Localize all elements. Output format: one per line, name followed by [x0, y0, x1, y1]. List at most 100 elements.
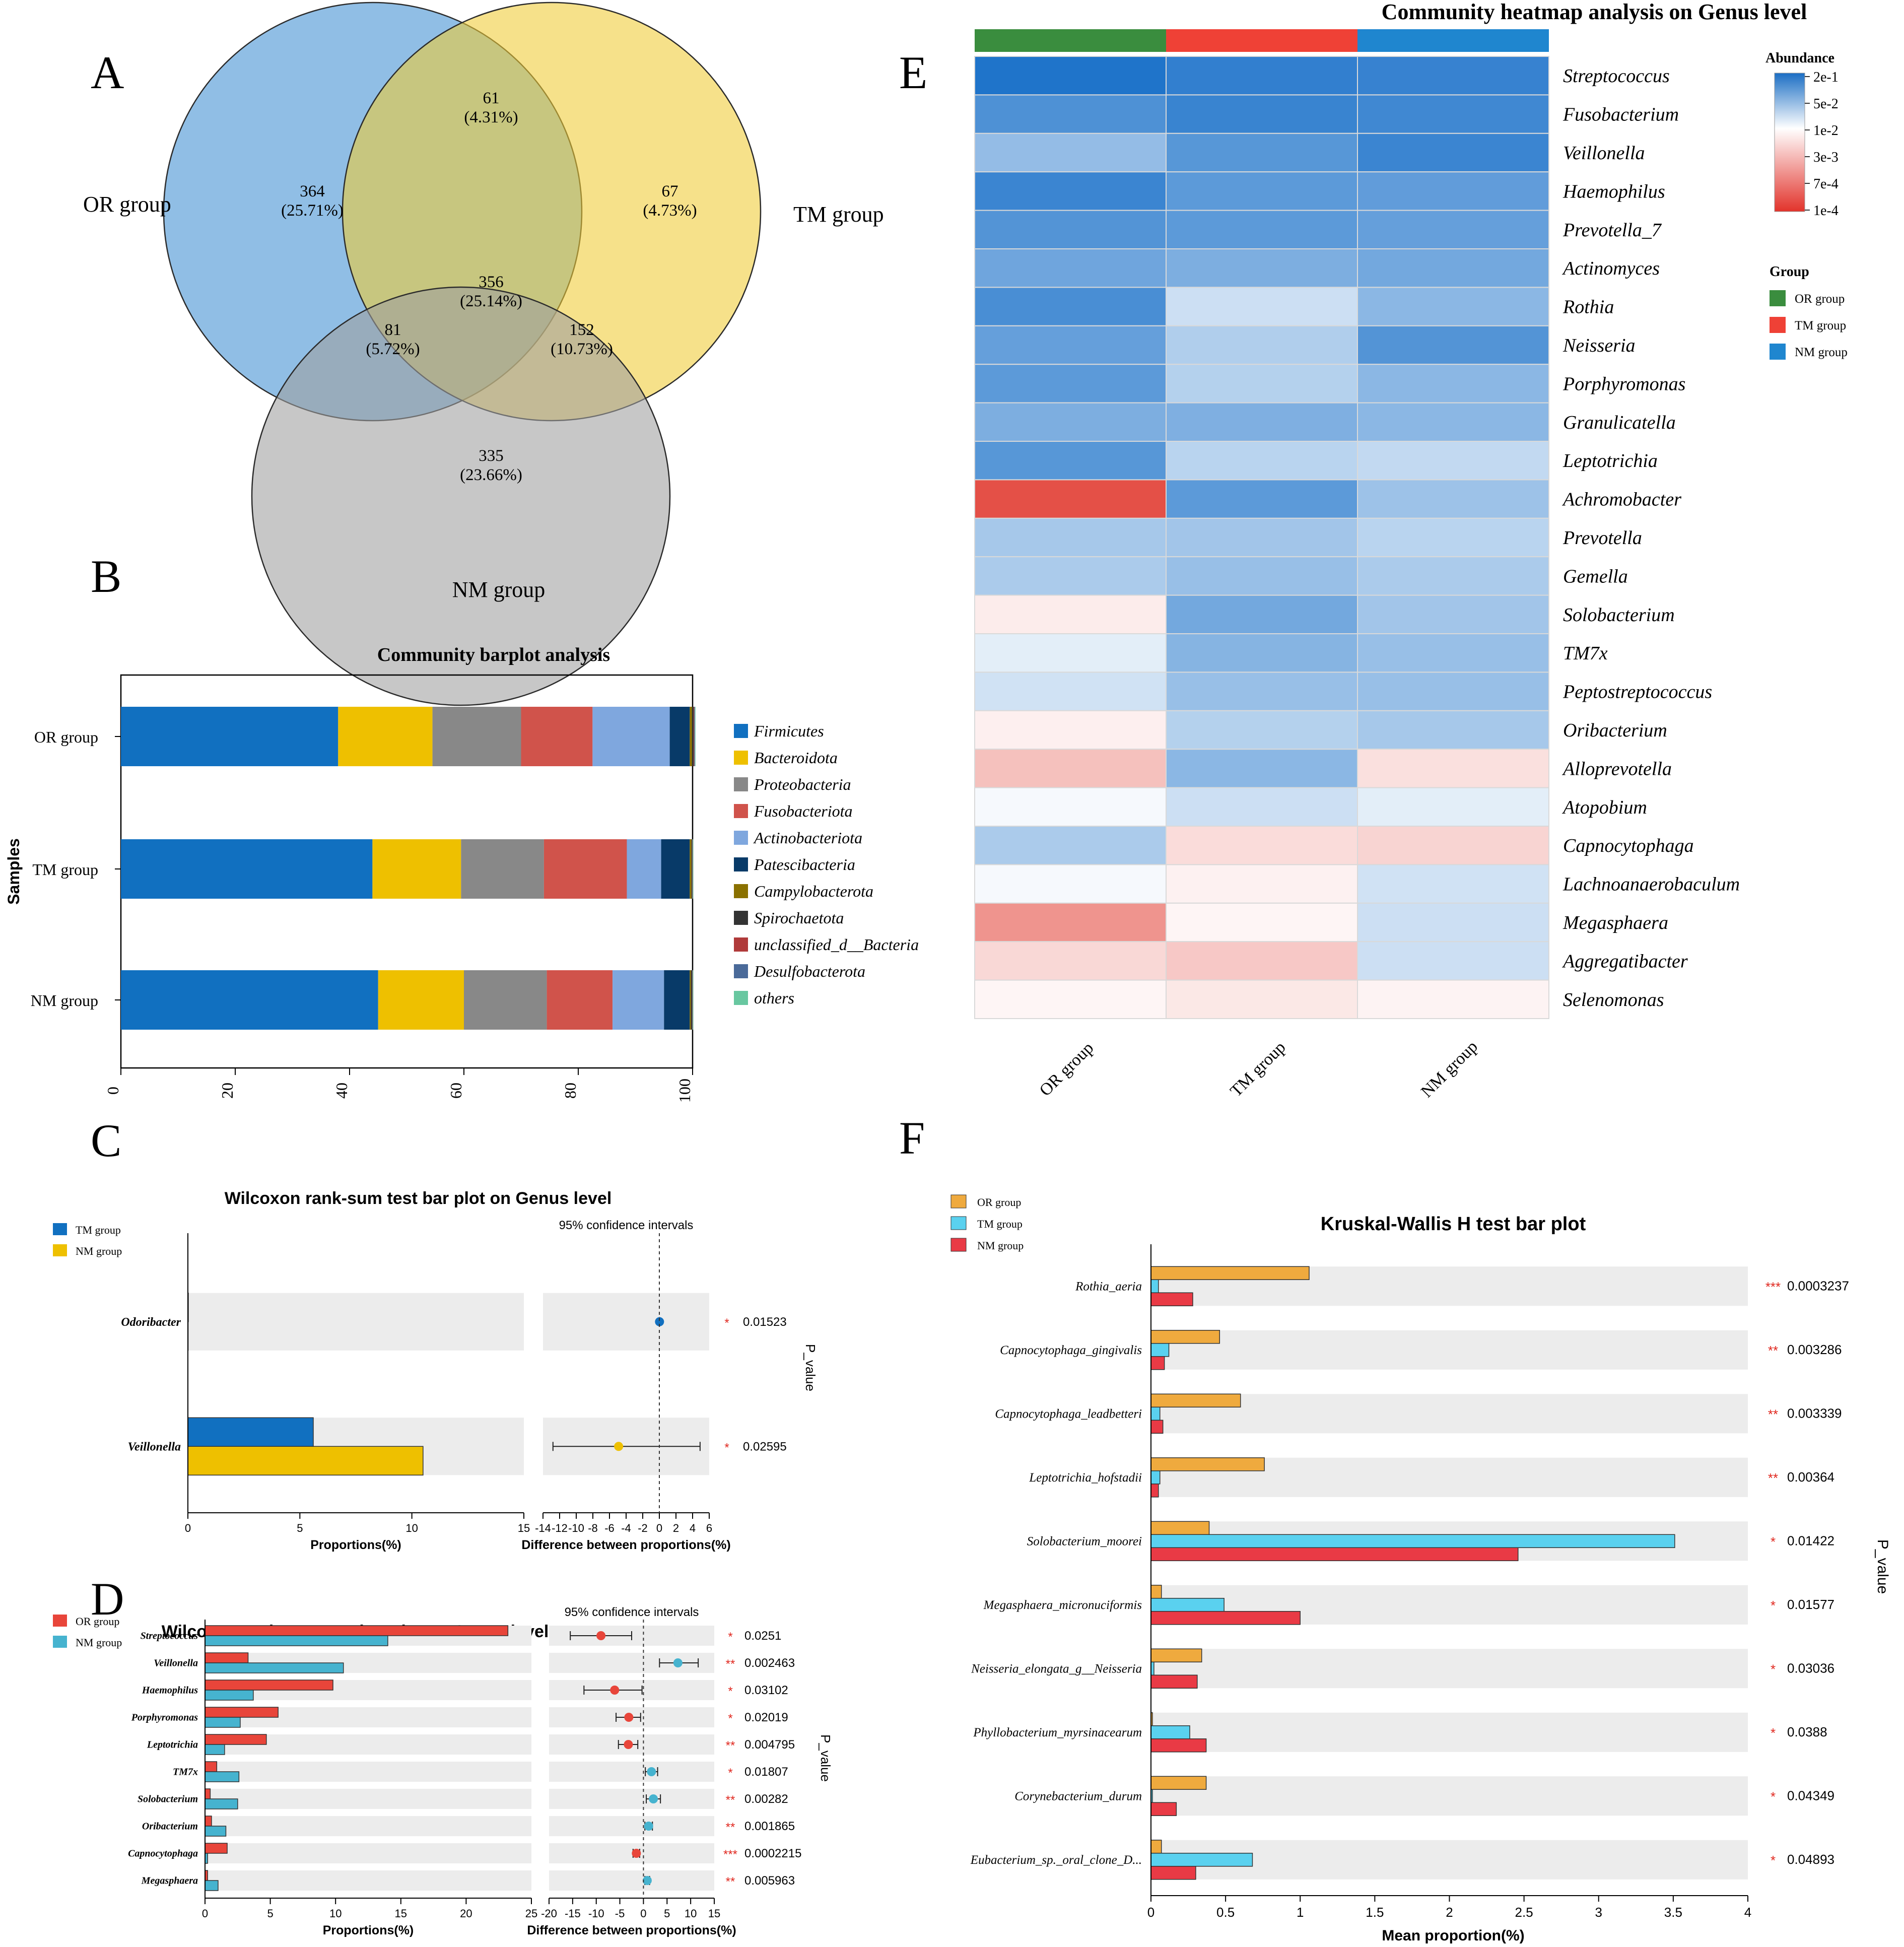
heatmap-row-label: Actinomyces — [1561, 258, 1660, 279]
bar-segment-fusobacteriota — [543, 839, 627, 899]
bar-nm-group — [205, 1744, 225, 1755]
heatmap-cell — [1357, 902, 1549, 943]
heatmap-cell — [974, 672, 1167, 711]
ci-x-tick-label: -10 — [588, 1907, 604, 1920]
heatmap-cell — [1166, 594, 1358, 634]
ci-x-axis-label: Difference between proportions(%) — [527, 1923, 736, 1937]
row-background — [205, 1816, 531, 1836]
significance-stars: *** — [1765, 1279, 1781, 1294]
bar-or-group — [205, 1816, 212, 1827]
heatmap-row-label: Veillonella — [1563, 143, 1645, 164]
category-label: OR group — [34, 728, 98, 746]
bar-or-group — [205, 1734, 267, 1745]
p-value: 0.003286 — [1787, 1342, 1842, 1357]
heatmap-row-label: Gemella — [1563, 566, 1628, 587]
p-value: 0.04349 — [1787, 1788, 1834, 1803]
ci-point — [624, 1740, 633, 1749]
row-background — [1151, 1776, 1748, 1816]
row-label: Veillonella — [154, 1658, 198, 1669]
bar-segment-spirochaetota — [691, 970, 692, 1030]
heatmap-cell — [974, 132, 1167, 173]
row-background — [1151, 1649, 1748, 1689]
row-label: Neisseria_elongata_g__Neisseria — [971, 1662, 1142, 1675]
bar-segment-campylobacterota — [690, 839, 692, 899]
x-tick-label: 0 — [202, 1907, 208, 1920]
bar-segment-campylobacterota — [690, 970, 691, 1030]
row-background — [205, 1789, 531, 1809]
heatmap-cell — [1357, 787, 1549, 827]
heatmap-cell — [1357, 826, 1549, 865]
venn-region-count: 364 — [300, 182, 325, 200]
ci-x-tick-label: -8 — [588, 1522, 598, 1534]
p-value: 0.0251 — [744, 1629, 781, 1643]
heatmap-cell — [974, 979, 1167, 1019]
group-legend-swatch-nm-group — [1770, 344, 1786, 360]
venn-region-percent: (10.73%) — [551, 340, 613, 358]
ci-row-background — [549, 1816, 714, 1836]
ci-x-tick-label: 15 — [708, 1907, 720, 1920]
row-label: Haemophilus — [142, 1685, 198, 1696]
bar-segment-firmicutes — [121, 839, 373, 899]
bar-or-group — [1150, 1266, 1310, 1280]
legend-swatch-nm-group — [53, 1636, 67, 1648]
significance-stars: ** — [1768, 1470, 1778, 1486]
heatmap-row-label: Lachnoanaerobaculum — [1562, 874, 1740, 895]
ci-x-tick-label: -15 — [565, 1907, 581, 1920]
heatmap-cell — [974, 517, 1167, 558]
heatmap-row-label: Selenomonas — [1563, 989, 1664, 1011]
ci-x-tick-label: 0 — [640, 1907, 646, 1920]
significance-stars: * — [1771, 1725, 1776, 1740]
heatmap-cell — [974, 710, 1167, 750]
ci-row-background — [549, 1870, 714, 1891]
heatmap-cell — [974, 364, 1167, 404]
bar-nm-group — [205, 1798, 238, 1809]
bar-nm-group — [205, 1717, 241, 1728]
row-label: Odoribacter — [121, 1316, 181, 1329]
heatmap-cell — [974, 594, 1167, 634]
legend-swatch-firmicutes — [734, 724, 748, 738]
heatmap-cell — [1166, 517, 1358, 558]
legend-label-or-group: OR group — [76, 1615, 119, 1628]
legend-label-actinobacteriota: Actinobacteriota — [753, 829, 862, 847]
bar-segment-patescibacteria — [664, 970, 690, 1030]
heatmap-row-label: Leptotrichia — [1562, 450, 1658, 472]
ci-x-tick-label: -14 — [535, 1522, 551, 1534]
heatmap-cell — [1166, 210, 1358, 250]
row-label: TM7x — [173, 1767, 198, 1778]
legend-swatch-fusobacteriota — [734, 804, 748, 818]
bar-segment-proteobacteria — [432, 707, 521, 766]
heatmap-cell — [1166, 402, 1358, 442]
venn-region-percent: (25.71%) — [281, 202, 344, 220]
x-tick-label: 20 — [460, 1907, 472, 1920]
ci-x-tick-label: 5 — [664, 1907, 670, 1920]
heatmap-cell — [974, 441, 1167, 481]
heatmap-cell — [1166, 672, 1358, 711]
ci-row-background — [549, 1762, 714, 1782]
heatmap-cell — [1166, 749, 1358, 788]
group-color-bar-tm-group — [1166, 29, 1357, 52]
heatmap-cell — [974, 210, 1167, 250]
bar-nm-group — [1150, 1674, 1198, 1689]
significance-stars: * — [724, 1316, 729, 1330]
legend-label-fusobacteriota: Fusobacteriota — [754, 802, 853, 820]
bar-tm-group — [187, 1417, 314, 1447]
legend-label-desulfobacterota: Desulfobacterota — [754, 962, 865, 980]
legend-label-tm-group: TM group — [76, 1224, 121, 1236]
significance-stars: * — [1771, 1853, 1776, 1868]
legend-swatch-or-group — [53, 1615, 67, 1627]
heatmap-cell — [1357, 94, 1549, 134]
panel-c-wilcoxon: Wilcoxon rank-sum test bar plot on Genus… — [53, 1189, 818, 1552]
panel-e-heatmap: Community heatmap analysis on Genus leve… — [974, 0, 1848, 1101]
ci-row-background — [543, 1293, 709, 1351]
row-label: Eubacterium_sp._oral_clone_D... — [970, 1853, 1142, 1867]
row-background — [1151, 1330, 1748, 1370]
significance-stars: ** — [726, 1793, 735, 1807]
p-value: 0.004795 — [744, 1738, 795, 1752]
x-tick-label: 15 — [518, 1522, 530, 1534]
p-value: 0.02595 — [743, 1440, 787, 1453]
heatmap-cell — [1166, 132, 1358, 173]
ci-x-axis-label: Difference between proportions(%) — [521, 1538, 730, 1552]
significance-stars: * — [1771, 1598, 1776, 1613]
bar-nm-group — [205, 1826, 227, 1837]
legend-swatch-nm-group — [950, 1238, 967, 1252]
